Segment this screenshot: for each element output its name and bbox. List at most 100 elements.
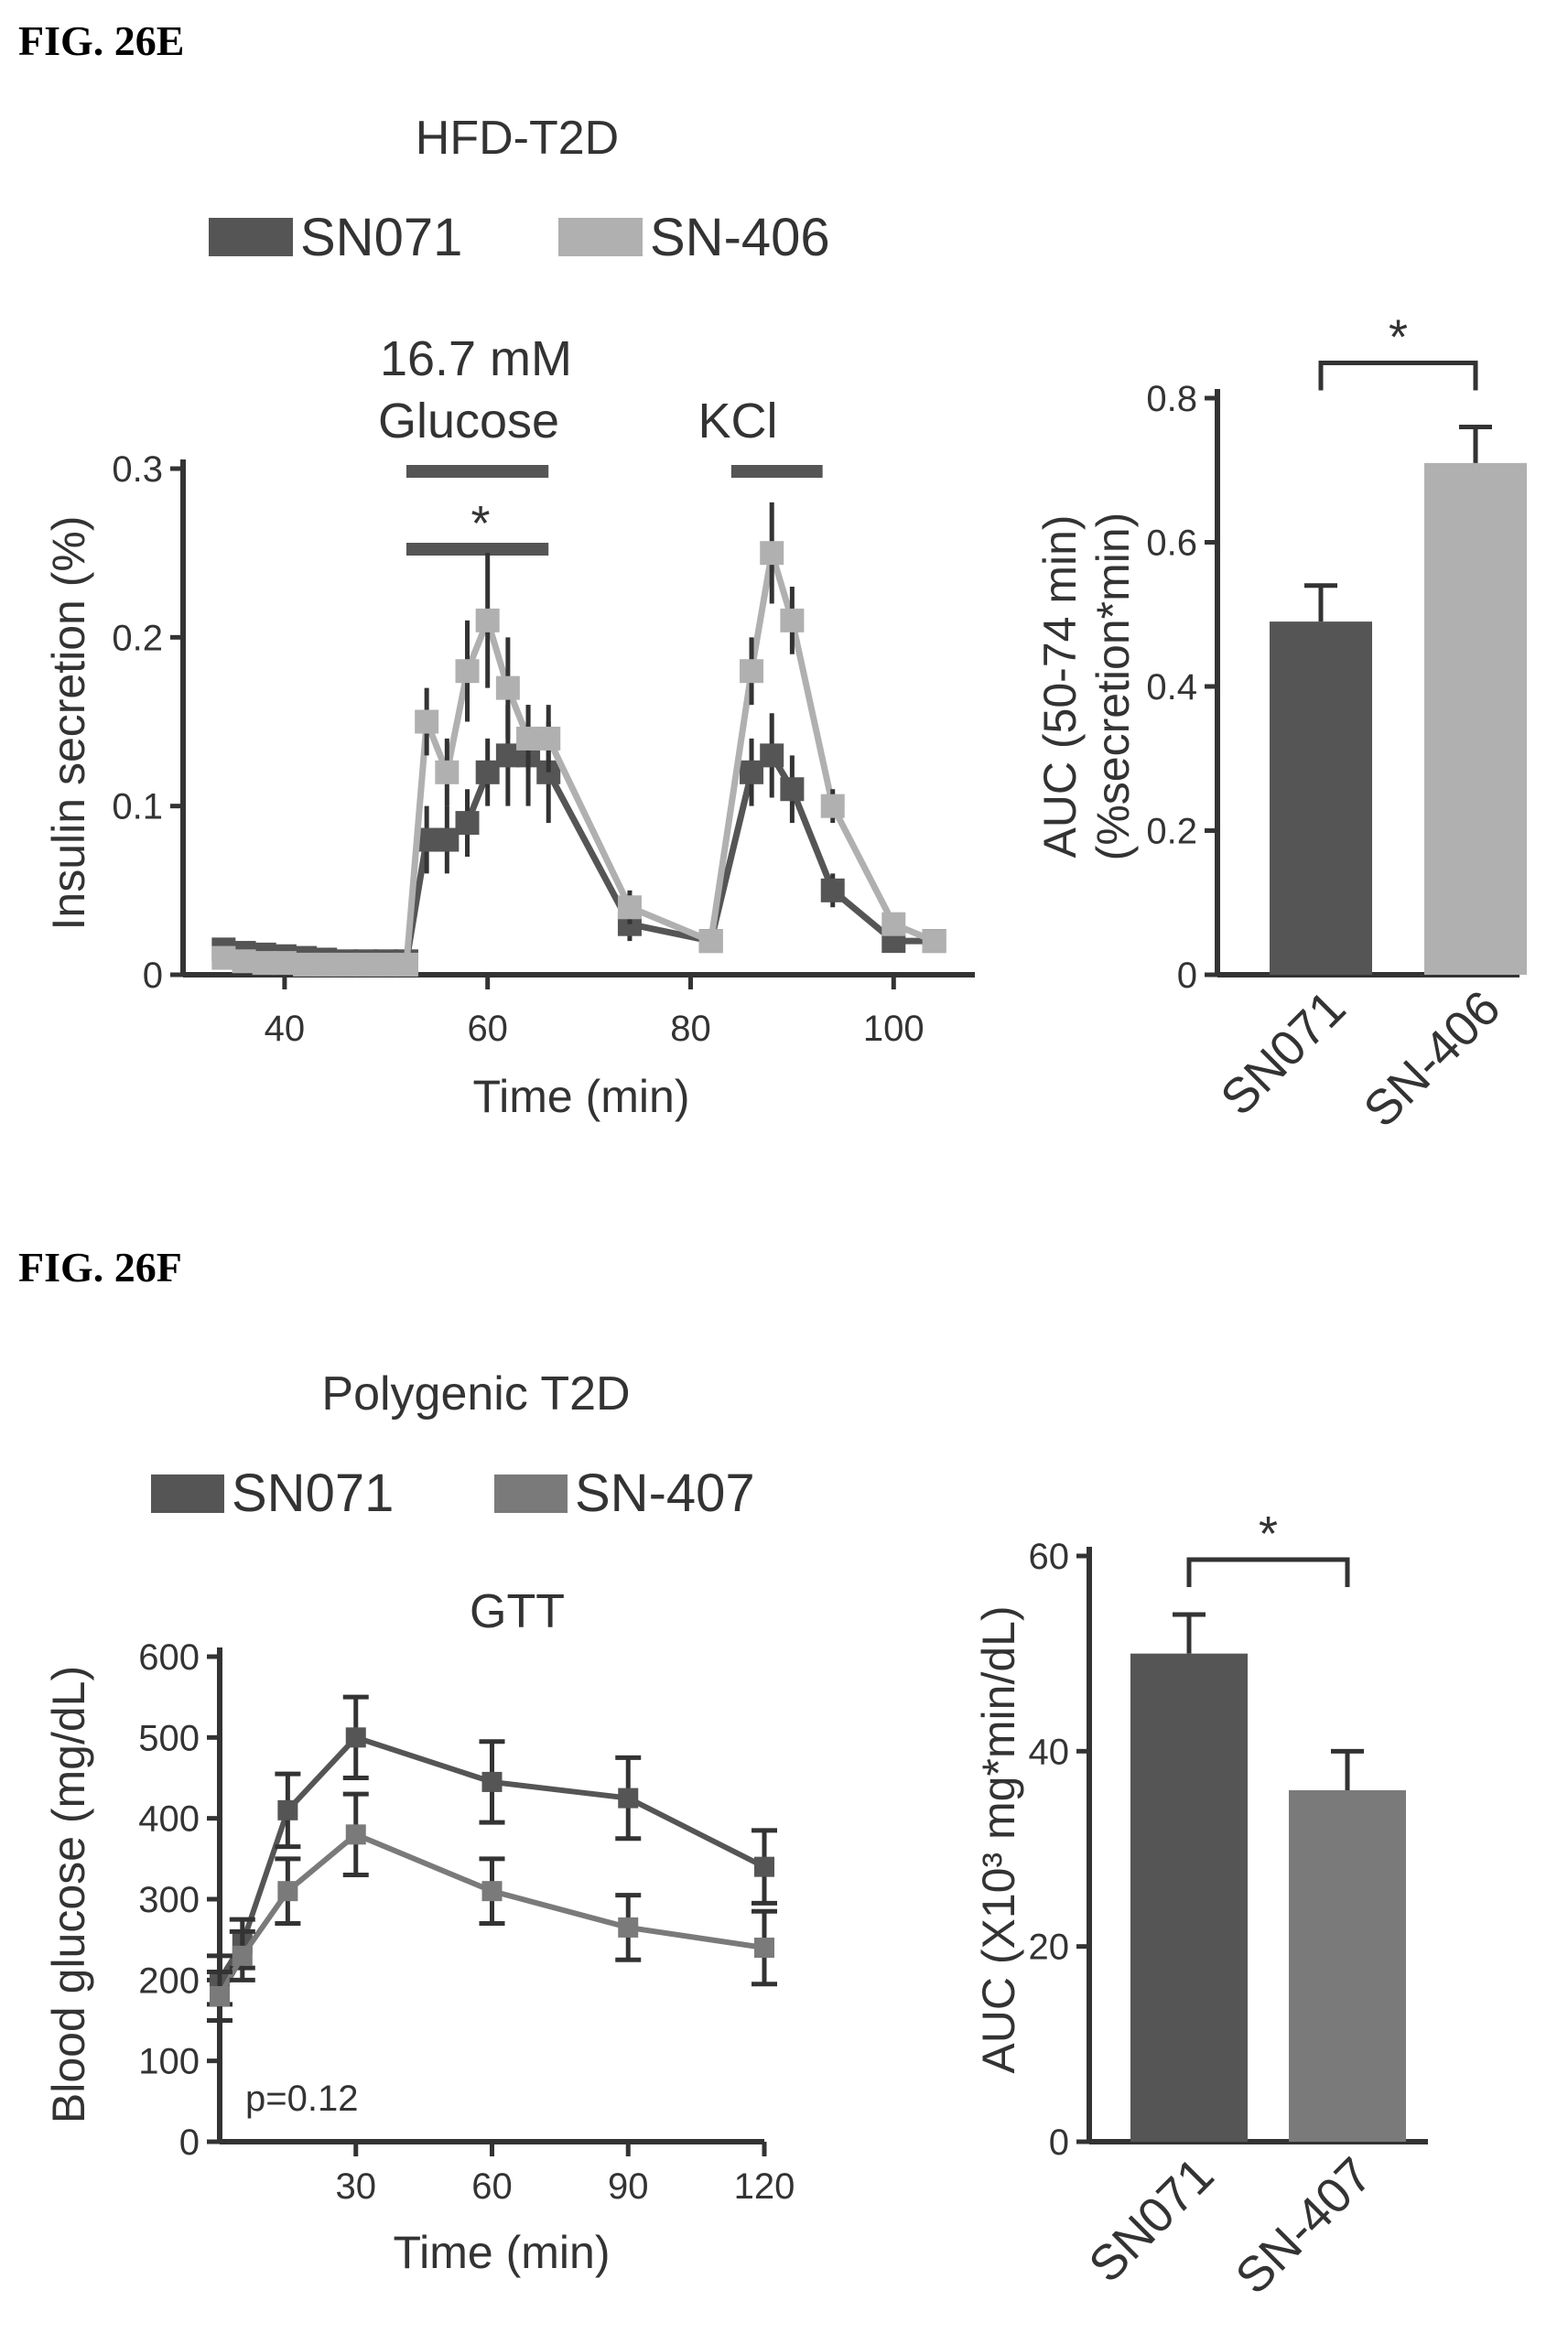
category-label: SN071 xyxy=(1210,980,1356,1126)
x-tick-label: 40 xyxy=(265,1009,306,1049)
data-point xyxy=(252,951,276,976)
legend-label: SN-406 xyxy=(650,208,830,267)
data-point xyxy=(740,659,764,684)
significance-star: * xyxy=(1259,1507,1278,1561)
bar xyxy=(1130,1653,1248,2142)
data-point xyxy=(345,1727,366,1748)
legend-swatch xyxy=(494,1474,568,1513)
data-point xyxy=(333,952,358,977)
data-point xyxy=(210,1986,230,2006)
y-tick-label: 0.4 xyxy=(1146,667,1197,708)
data-point xyxy=(481,1771,503,1792)
data-point xyxy=(313,952,338,977)
data-point xyxy=(353,952,378,977)
legend-swatch xyxy=(558,218,643,256)
significance-bracket xyxy=(1318,361,1478,391)
panel-e-line-chart: HFD-T2D SN071 SN-406 16.7 mM Glucose * KCl 0 0.1… xyxy=(43,112,975,1122)
x-tick-label: 80 xyxy=(670,1009,711,1049)
data-point xyxy=(780,608,805,632)
data-point xyxy=(455,659,480,684)
data-point xyxy=(481,1881,503,1902)
data-point xyxy=(435,827,460,852)
data-point xyxy=(922,929,946,954)
data-point xyxy=(345,1824,366,1845)
y-axis-label: AUC (X10³ mg*min/dL) xyxy=(973,1605,1024,2073)
data-point xyxy=(475,608,500,632)
data-point xyxy=(760,541,784,566)
data-point xyxy=(760,743,784,768)
data-point xyxy=(232,949,256,974)
y-axis-label-line1: AUC (50-74 min) xyxy=(1034,514,1086,858)
legend-swatch xyxy=(209,218,293,256)
data-point xyxy=(881,912,906,936)
data-point xyxy=(618,1917,639,1938)
y-tick-label: 60 xyxy=(1029,1537,1070,1577)
y-tick-label: 0.2 xyxy=(1146,812,1197,852)
data-point xyxy=(754,1938,774,1958)
data-point xyxy=(495,743,520,768)
data-point xyxy=(698,929,723,954)
data-point xyxy=(820,878,845,902)
y-tick-label: 40 xyxy=(1029,1732,1070,1772)
data-point xyxy=(394,952,418,977)
y-tick-label: 300 xyxy=(138,1880,200,1920)
y-tick-label: 400 xyxy=(138,1799,200,1840)
x-tick-label: 120 xyxy=(734,2166,795,2207)
annotation-glucose-concentration: 16.7 mM xyxy=(380,331,572,386)
data-point xyxy=(293,952,318,977)
y-tick-label: 0 xyxy=(179,2123,200,2163)
data-point xyxy=(277,1799,298,1820)
legend-swatch xyxy=(151,1474,224,1513)
annotation-glucose: Glucose xyxy=(378,394,559,448)
chart-title: HFD-T2D xyxy=(416,112,619,165)
legend-label: SN071 xyxy=(232,1464,394,1523)
bar xyxy=(1289,1790,1406,2142)
data-point xyxy=(455,811,480,836)
data-point xyxy=(536,726,561,751)
chart-subtitle: GTT xyxy=(470,1585,565,1638)
data-point xyxy=(373,952,398,977)
data-point xyxy=(780,777,805,802)
y-tick-label: 0.3 xyxy=(112,449,163,490)
figure-label-26f: FIG. 26F xyxy=(18,1244,182,1291)
y-tick-label: 200 xyxy=(138,1961,200,2001)
significance-star: * xyxy=(1389,310,1408,365)
bar xyxy=(1424,462,1527,975)
annotation-kcl: KCl xyxy=(697,394,777,448)
x-tick-label: 30 xyxy=(336,2166,377,2207)
y-tick-label: 0.1 xyxy=(112,787,163,827)
data-point xyxy=(435,760,460,784)
data-point xyxy=(232,1945,253,1966)
y-tick-label: 0.8 xyxy=(1146,379,1197,419)
data-point xyxy=(277,1881,298,1902)
figure-label-26e: FIG. 26E xyxy=(18,17,184,64)
significance-star: * xyxy=(470,496,490,551)
y-tick-label: 500 xyxy=(138,1718,200,1758)
data-point xyxy=(618,1788,639,1809)
panel-f-line-chart: Polygenic T2D GTT SN071 SN-407 0 100 200 300 400… xyxy=(43,1367,795,2278)
data-point xyxy=(754,1856,774,1877)
category-label: SN-407 xyxy=(1226,2147,1383,2305)
data-point xyxy=(617,895,642,920)
x-tick-label: 60 xyxy=(467,1009,508,1049)
data-point xyxy=(475,760,500,784)
legend-label: SN-407 xyxy=(575,1464,755,1523)
series-line xyxy=(222,552,935,968)
x-tick-label: 90 xyxy=(608,2166,649,2207)
y-axis-label: Blood glucose (mg/dL) xyxy=(43,1666,94,2123)
panel-f-bar-chart: 0 20 40 60 SN071 SN-407 * AUC (X10³ mg*min/dL) xyxy=(973,1507,1428,2305)
y-tick-label: 20 xyxy=(1029,1928,1070,1968)
y-tick-label: 0 xyxy=(143,956,163,996)
data-point xyxy=(740,760,764,784)
y-tick-label: 0.6 xyxy=(1146,524,1197,564)
legend-label: SN071 xyxy=(300,208,462,267)
data-point xyxy=(495,675,520,700)
x-tick-label: 60 xyxy=(471,2166,513,2207)
y-tick-label: 0 xyxy=(1049,2123,1069,2163)
y-tick-label: 100 xyxy=(138,2042,200,2082)
x-axis-label: Time (min) xyxy=(393,2227,610,2278)
x-tick-label: 100 xyxy=(863,1009,925,1049)
data-point xyxy=(211,945,236,970)
